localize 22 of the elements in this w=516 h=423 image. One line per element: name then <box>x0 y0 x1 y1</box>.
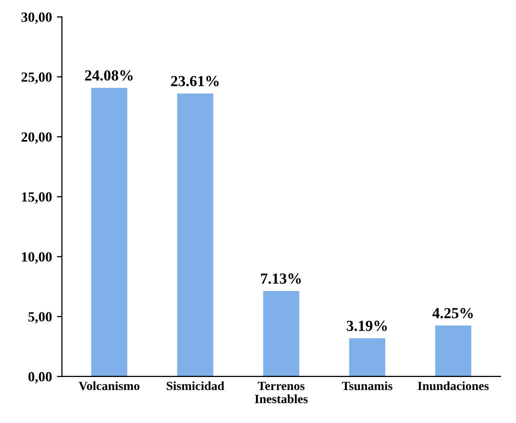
y-tick-label: 0,00 <box>28 372 52 384</box>
data-label: 3.19% <box>346 320 387 332</box>
y-tick-label: 10,00 <box>22 252 52 264</box>
y-tick-label: 30,00 <box>21 12 52 24</box>
x-tick-label: Tsunamis <box>342 381 392 390</box>
bar <box>263 291 300 376</box>
bar <box>177 94 214 376</box>
x-tick-label: Sismicidad <box>166 381 224 390</box>
bar <box>91 88 128 376</box>
data-label: 7.13% <box>261 273 301 284</box>
x-tick-label: Inundaciones <box>418 381 489 390</box>
bar <box>349 338 386 376</box>
x-tick-label: Terrenos Inestables <box>254 382 308 404</box>
data-label: 23.61% <box>171 76 219 86</box>
data-label: 24.08% <box>85 70 133 81</box>
x-tick-label: Volcanismo <box>78 381 140 390</box>
data-label: 4.25% <box>432 308 473 318</box>
y-tick-label: 15,00 <box>22 192 52 204</box>
y-tick-label: 5,00 <box>28 312 52 324</box>
y-tick-label: 20,00 <box>22 132 52 144</box>
y-tick-label: 25,00 <box>22 72 52 84</box>
bar <box>435 326 472 376</box>
